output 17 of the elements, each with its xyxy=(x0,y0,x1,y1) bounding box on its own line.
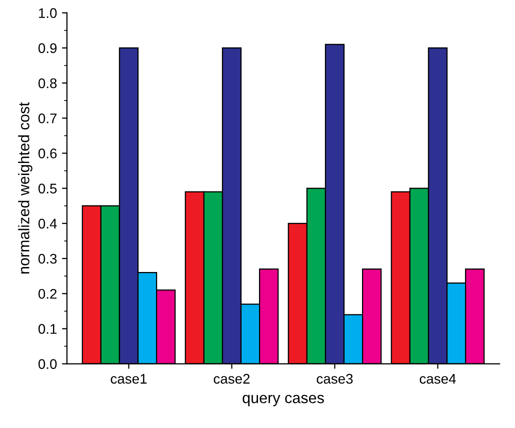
x-axis-title: query cases xyxy=(242,394,324,406)
y-tick-label: 0.5 xyxy=(38,184,57,194)
x-tick-label: case4 xyxy=(420,374,456,384)
y-tick-label: 0.0 xyxy=(38,359,57,369)
y-tick-label: 1.0 xyxy=(38,8,57,18)
y-tick-label: 0.1 xyxy=(38,324,57,334)
x-tick-label: case3 xyxy=(316,374,353,384)
y-tick-label: 0.3 xyxy=(38,254,57,264)
y-axis-title: normalized weighted cost xyxy=(18,102,32,274)
x-tick-label: case2 xyxy=(214,374,250,384)
y-tick-label: 0.8 xyxy=(38,78,57,88)
y-tick-label: 0.2 xyxy=(38,288,57,299)
y-tick-label: 0.7 xyxy=(38,113,57,124)
y-tick-label: 0.9 xyxy=(38,43,57,54)
y-tick-label: 0.4 xyxy=(38,218,57,229)
y-tick-label: 0.6 xyxy=(38,148,57,158)
x-tick-label: case1 xyxy=(110,374,147,384)
